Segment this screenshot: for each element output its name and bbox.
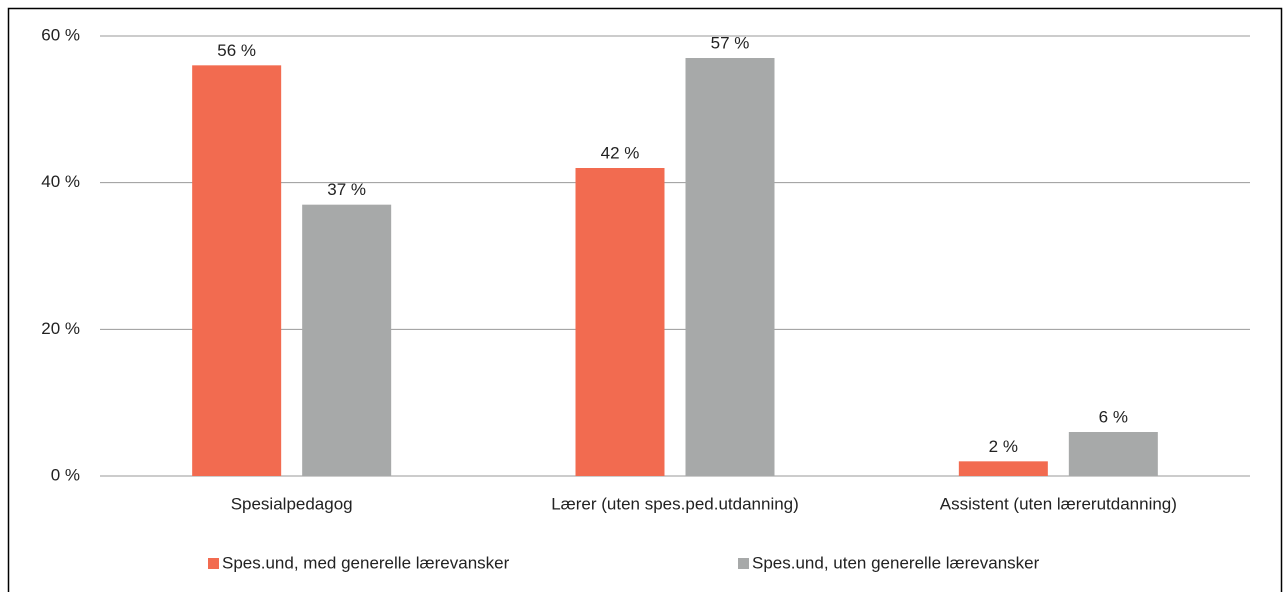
data-label: 57 % <box>711 33 750 52</box>
y-tick-label: 0 % <box>51 465 80 484</box>
bar <box>685 58 775 476</box>
data-label: 2 % <box>989 437 1018 456</box>
data-label: 6 % <box>1099 407 1128 426</box>
bar <box>1068 432 1158 476</box>
x-tick-label: Spesialpedagog <box>231 494 353 513</box>
bar <box>575 168 665 476</box>
legend-swatch <box>208 558 219 569</box>
y-tick-label: 40 % <box>41 172 80 191</box>
y-tick-label: 60 % <box>41 25 80 44</box>
bar <box>302 204 392 476</box>
data-label: 56 % <box>217 41 256 60</box>
bar <box>958 461 1048 476</box>
data-label: 37 % <box>327 180 366 199</box>
x-tick-label: Assistent (uten lærerutdanning) <box>940 494 1177 513</box>
y-tick-label: 20 % <box>41 319 80 338</box>
x-tick-label: Lærer (uten spes.ped.utdanning) <box>551 494 799 513</box>
bar <box>192 65 282 476</box>
data-label: 42 % <box>601 143 640 162</box>
legend-label: Spes.und, uten generelle lærevansker <box>752 553 1040 572</box>
legend-swatch <box>738 558 749 569</box>
frame <box>7 7 1283 592</box>
legend-label: Spes.und, med generelle lærevansker <box>222 553 510 572</box>
